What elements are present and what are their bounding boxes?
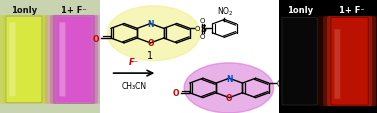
Text: N: N bbox=[226, 74, 233, 83]
FancyBboxPatch shape bbox=[0, 16, 53, 104]
FancyBboxPatch shape bbox=[334, 30, 340, 99]
Text: O: O bbox=[93, 34, 99, 43]
FancyBboxPatch shape bbox=[327, 17, 372, 106]
Text: 1only: 1only bbox=[288, 6, 314, 15]
Text: CH₃CN: CH₃CN bbox=[121, 81, 147, 90]
Ellipse shape bbox=[184, 63, 274, 113]
Text: O: O bbox=[200, 18, 205, 24]
Text: 1+ F⁻: 1+ F⁻ bbox=[339, 6, 365, 15]
FancyBboxPatch shape bbox=[282, 18, 317, 105]
FancyBboxPatch shape bbox=[60, 23, 66, 97]
FancyBboxPatch shape bbox=[323, 17, 376, 106]
Text: 1+ F⁻: 1+ F⁻ bbox=[61, 6, 87, 15]
Text: 1: 1 bbox=[147, 51, 153, 61]
FancyBboxPatch shape bbox=[317, 17, 377, 106]
Text: O: O bbox=[226, 93, 233, 102]
FancyBboxPatch shape bbox=[0, 16, 48, 104]
FancyBboxPatch shape bbox=[45, 16, 103, 104]
Text: 1only: 1only bbox=[11, 6, 37, 15]
FancyBboxPatch shape bbox=[9, 23, 15, 97]
Text: NO$_2$: NO$_2$ bbox=[217, 6, 234, 18]
Text: O: O bbox=[200, 34, 205, 40]
Ellipse shape bbox=[107, 7, 200, 61]
Text: O: O bbox=[147, 39, 154, 48]
FancyBboxPatch shape bbox=[56, 17, 92, 103]
Text: OH: OH bbox=[276, 79, 288, 88]
FancyBboxPatch shape bbox=[3, 16, 45, 104]
FancyBboxPatch shape bbox=[50, 16, 98, 104]
Text: O: O bbox=[173, 88, 179, 97]
FancyBboxPatch shape bbox=[53, 16, 95, 104]
Text: F⁻: F⁻ bbox=[129, 57, 139, 66]
Text: S: S bbox=[200, 25, 206, 34]
FancyBboxPatch shape bbox=[6, 17, 42, 103]
FancyBboxPatch shape bbox=[331, 18, 368, 105]
Text: N: N bbox=[147, 20, 154, 29]
Text: O: O bbox=[195, 26, 200, 32]
